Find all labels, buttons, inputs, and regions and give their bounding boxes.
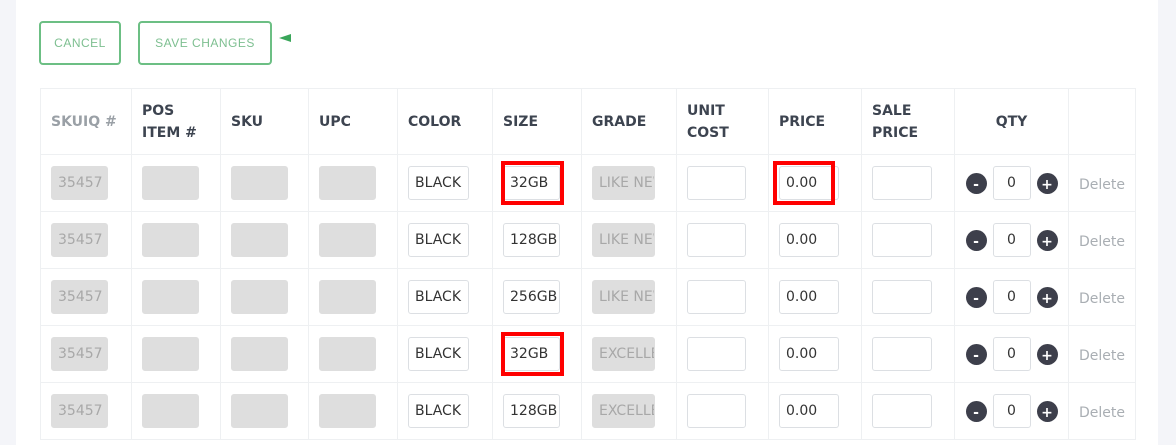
column-header: QTY: [954, 88, 1069, 155]
sale-price-field[interactable]: [872, 394, 932, 428]
cancel-button[interactable]: CANCEL: [39, 21, 121, 65]
sale-price-field[interactable]: [872, 280, 932, 314]
skuiq-field: 35457: [51, 223, 108, 257]
color-field[interactable]: BLACK: [408, 394, 469, 428]
sku-field: [231, 394, 288, 428]
plus-icon[interactable]: +: [1036, 229, 1058, 251]
delete-link[interactable]: Delete: [1079, 290, 1125, 307]
grade-field: EXCELLENT: [592, 337, 655, 371]
delete-link[interactable]: Delete: [1079, 347, 1125, 364]
price-field[interactable]: 0.00: [779, 166, 839, 200]
color-field[interactable]: BLACK: [408, 223, 469, 257]
upc-field: [319, 337, 376, 371]
skuiq-field: 35457: [51, 394, 108, 428]
skuiq-field: 35457: [51, 337, 108, 371]
column-header: PRICE: [768, 88, 862, 155]
skuiq-field: 35457: [51, 280, 108, 314]
minus-icon[interactable]: -: [965, 400, 987, 422]
sku-field: [231, 223, 288, 257]
sale-price-field[interactable]: [872, 223, 932, 257]
qty-field[interactable]: 0: [992, 223, 1031, 257]
plus-icon[interactable]: +: [1036, 172, 1058, 194]
column-header: SALE PRICE: [861, 88, 955, 155]
pos-item-field: [142, 394, 199, 428]
quantity-stepper: -0 +: [965, 394, 1058, 428]
column-header: SKU: [220, 88, 309, 155]
table-row: 35457 BLACK 128GB LIKE NEW 0.00 -0+ Delete: [40, 211, 1136, 269]
delete-link[interactable]: Delete: [1079, 404, 1125, 421]
pointer-arrow-icon: [279, 34, 291, 42]
skuiq-field: 35457: [51, 166, 108, 200]
minus-icon[interactable]: -: [965, 343, 987, 365]
column-header: POS ITEM #: [131, 88, 221, 155]
column-header: COLOR: [397, 88, 493, 155]
column-header: UNIT COST: [676, 88, 769, 155]
minus-icon[interactable]: -: [965, 229, 987, 251]
upc-field: [319, 280, 376, 314]
column-header: UPC: [308, 88, 398, 155]
table-row: 35457 BLACK 32GB LIKE NEW 0.00 -0+ Delete: [40, 154, 1136, 212]
size-field[interactable]: 256GB: [503, 280, 560, 314]
size-field[interactable]: 128GB: [503, 394, 560, 428]
variants-table: SKUIQ # POS ITEM # SKU UPC COLOR SIZE GRADE UNI…: [40, 88, 1136, 440]
quantity-stepper: -0 +: [965, 280, 1058, 314]
price-field[interactable]: 0.00: [779, 223, 839, 257]
sku-field: [231, 166, 288, 200]
unit-cost-field[interactable]: [687, 223, 746, 257]
quantity-stepper: -0 +: [965, 337, 1058, 371]
grade-field: EXCELLENT: [592, 394, 655, 428]
save-changes-button[interactable]: SAVE CHANGES: [138, 21, 272, 65]
delete-link[interactable]: Delete: [1079, 233, 1125, 250]
quantity-stepper: -0 +: [965, 223, 1058, 257]
sku-field: [231, 337, 288, 371]
pos-item-field: [142, 280, 199, 314]
price-field[interactable]: 0.00: [779, 337, 839, 371]
color-field[interactable]: BLACK: [408, 337, 469, 371]
price-field[interactable]: 0.00: [779, 280, 839, 314]
delete-link[interactable]: Delete: [1079, 176, 1125, 193]
pos-item-field: [142, 166, 199, 200]
quantity-stepper: -0 +: [965, 166, 1058, 200]
upc-field: [319, 394, 376, 428]
table-row: 35457 BLACK 128GB EXCELLENT 0.00 -0+ Delete: [40, 382, 1136, 440]
size-field[interactable]: 32GB: [503, 337, 560, 371]
qty-field[interactable]: 0: [992, 337, 1031, 371]
grade-field: LIKE NEW: [592, 223, 655, 257]
pos-item-field: [142, 223, 199, 257]
column-header: SKUIQ #: [40, 88, 132, 155]
table-row: 35457 BLACK 32GB EXCELLENT 0.00 -0+ Delete: [40, 325, 1136, 383]
qty-field[interactable]: 0: [992, 166, 1031, 200]
table-row: 35457 BLACK 256GB LIKE NEW 0.00 -0+ Delete: [40, 268, 1136, 326]
unit-cost-field[interactable]: [687, 166, 746, 200]
column-header: [1068, 88, 1136, 155]
grade-field: LIKE NEW: [592, 280, 655, 314]
price-field[interactable]: 0.00: [779, 394, 839, 428]
sku-field: [231, 280, 288, 314]
size-field[interactable]: 32GB: [503, 166, 560, 200]
grade-field: LIKE NEW: [592, 166, 655, 200]
minus-icon[interactable]: -: [965, 172, 987, 194]
upc-field: [319, 166, 376, 200]
sale-price-field[interactable]: [872, 166, 932, 200]
column-header: SIZE: [492, 88, 582, 155]
upc-field: [319, 223, 376, 257]
unit-cost-field[interactable]: [687, 337, 746, 371]
plus-icon[interactable]: +: [1036, 343, 1058, 365]
pos-item-field: [142, 337, 199, 371]
qty-field[interactable]: 0: [992, 394, 1031, 428]
plus-icon[interactable]: +: [1036, 400, 1058, 422]
color-field[interactable]: BLACK: [408, 280, 469, 314]
plus-icon[interactable]: +: [1036, 286, 1058, 308]
sale-price-field[interactable]: [872, 337, 932, 371]
size-field[interactable]: 128GB: [503, 223, 560, 257]
unit-cost-field[interactable]: [687, 394, 746, 428]
qty-field[interactable]: 0: [992, 280, 1031, 314]
unit-cost-field[interactable]: [687, 280, 746, 314]
minus-icon[interactable]: -: [965, 286, 987, 308]
column-header: GRADE: [581, 88, 677, 155]
color-field[interactable]: BLACK: [408, 166, 469, 200]
